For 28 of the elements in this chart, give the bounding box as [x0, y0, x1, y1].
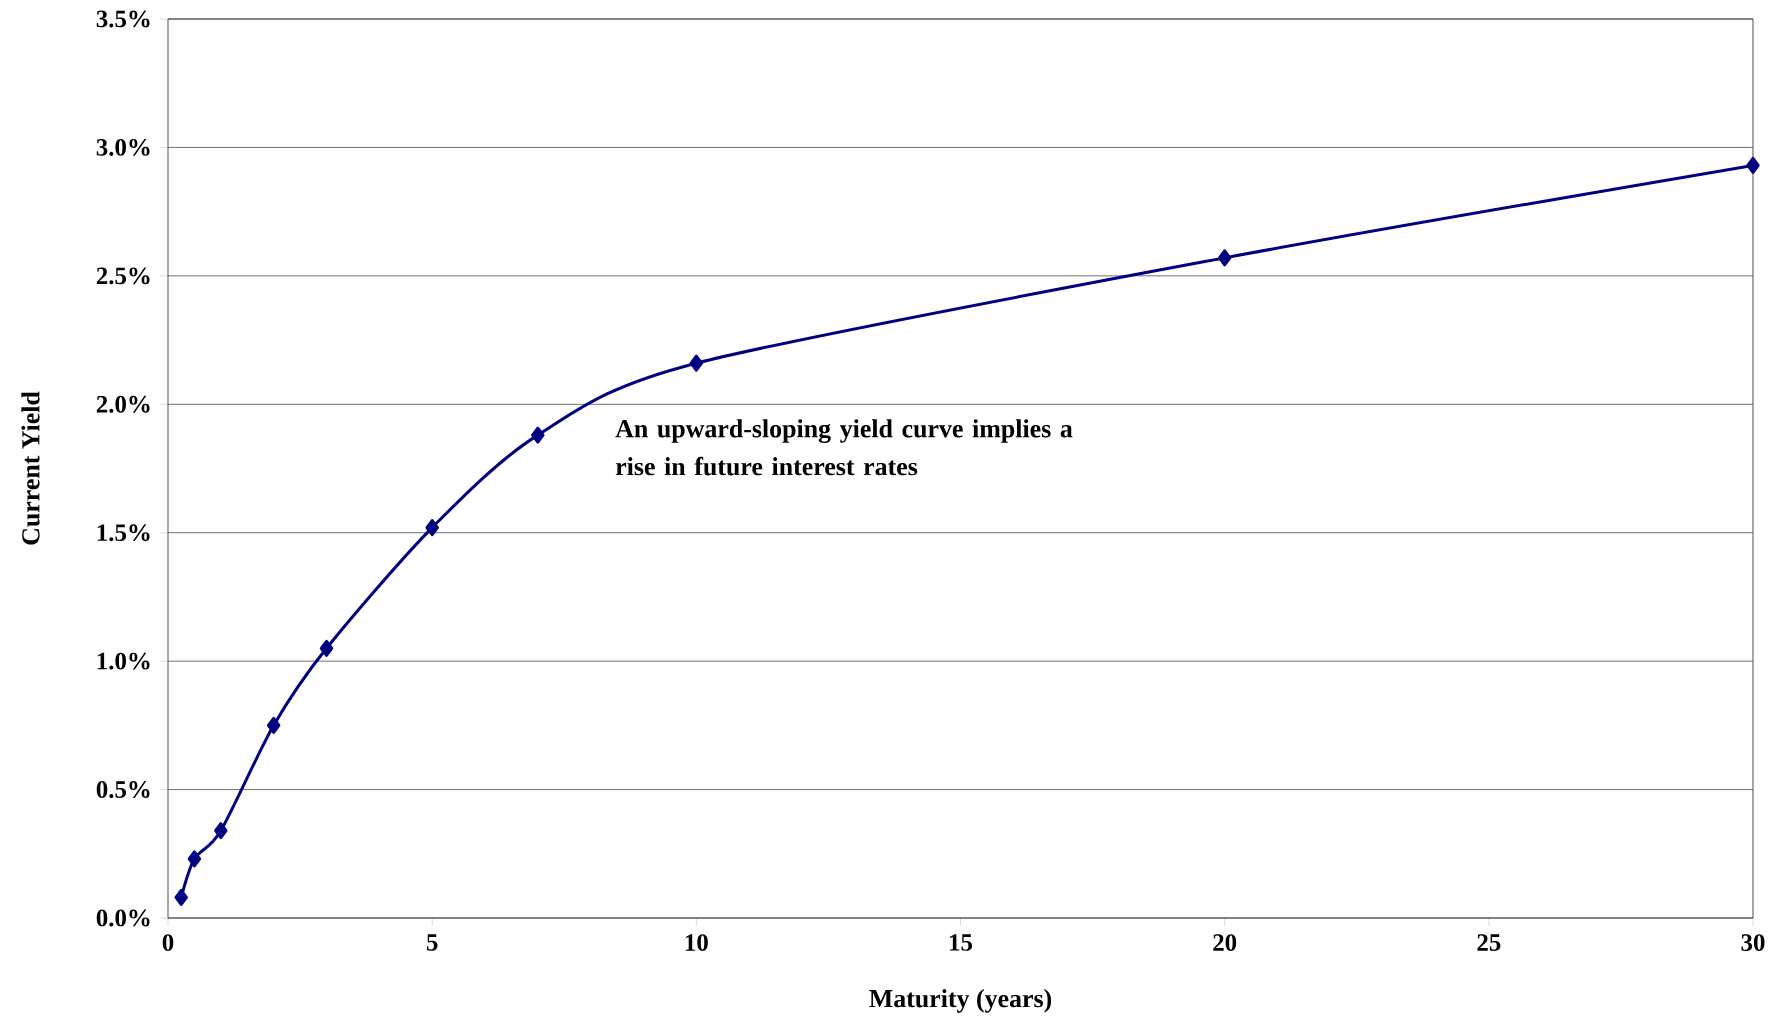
- point: [174, 888, 188, 906]
- x-tick-label: 5: [426, 934, 438, 951]
- y-tick-label: 0.0%: [96, 909, 150, 927]
- y-tick-label: 1.0%: [97, 652, 150, 670]
- point: [425, 519, 439, 537]
- y-tick-label: 0.5%: [96, 781, 150, 799]
- x-tick-label: 25: [1477, 934, 1501, 951]
- point: [531, 426, 545, 444]
- x-tick-label: 0: [162, 934, 174, 951]
- point: [1746, 156, 1760, 174]
- x-tick-label: 20: [1213, 934, 1237, 951]
- point: [319, 639, 334, 657]
- y-tick-label: 1.5%: [97, 524, 150, 542]
- x-tick-label: 15: [950, 934, 973, 951]
- point: [214, 822, 228, 840]
- y-tick-label: 3.0%: [96, 138, 150, 156]
- y-tick-label: 2.5%: [96, 267, 150, 285]
- x-tick-label: 10: [685, 934, 708, 951]
- y-tick-label: 2.0%: [96, 395, 150, 413]
- point: [689, 354, 704, 372]
- x-tick-label: 30: [1741, 934, 1765, 951]
- x-axis-title: Maturity (years): [869, 989, 1052, 1013]
- point: [1217, 249, 1232, 267]
- point: [266, 716, 281, 734]
- annotation: An upward-sloping yield curve implies a rise in future interest rates: [615, 419, 1073, 476]
- y-axis-title: Current Yield: [21, 391, 40, 545]
- point: [187, 850, 202, 868]
- y-tick-label: 3.5%: [96, 10, 150, 28]
